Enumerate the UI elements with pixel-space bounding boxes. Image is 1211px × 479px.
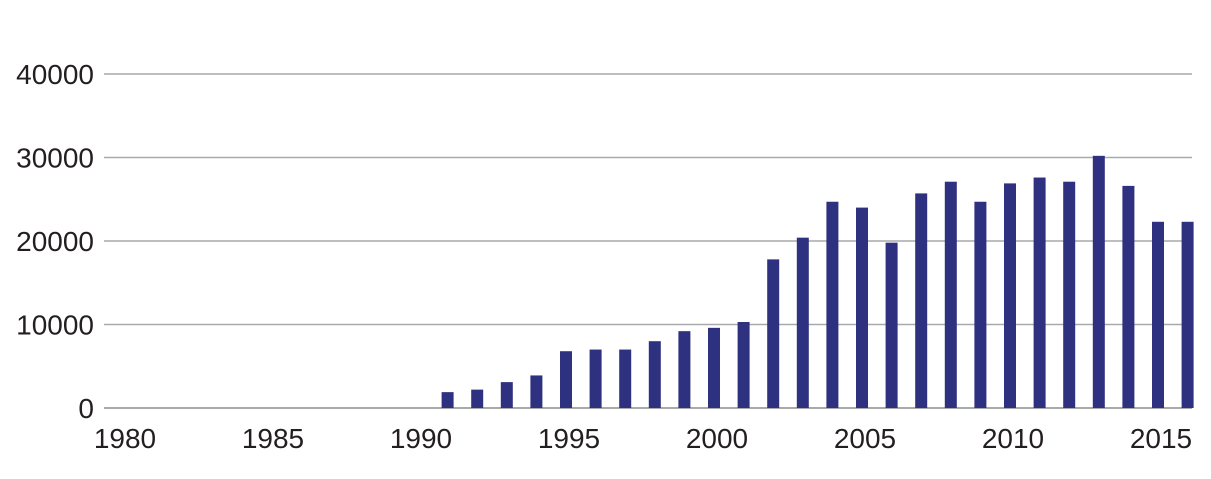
x-tick-label: 1990 (390, 423, 452, 454)
bar-2003 (796, 237, 809, 408)
bar-1996 (589, 349, 602, 408)
bars (441, 155, 1194, 408)
y-axis-tick-labels: 0 10000 20000 30000 40000 (16, 59, 94, 424)
x-tick-label: 1980 (94, 423, 156, 454)
bar-2006 (885, 242, 898, 408)
x-tick-label: 2015 (1130, 423, 1192, 454)
y-tick-label: 0 (78, 393, 94, 424)
bar-2011 (1033, 177, 1046, 408)
y-tick-label: 40000 (16, 59, 94, 90)
bar-1998 (648, 341, 661, 408)
bar-1994 (530, 375, 543, 408)
bar-2010 (1004, 183, 1016, 408)
bar-1993 (500, 382, 513, 408)
x-tick-label: 2000 (686, 423, 748, 454)
bar-2012 (1063, 181, 1076, 408)
bar-2008 (944, 181, 957, 408)
bar-2002 (767, 259, 780, 408)
bar-1997 (619, 349, 632, 408)
bar-2005 (856, 207, 868, 408)
bar-2007 (915, 193, 928, 408)
x-tick-label: 1995 (538, 423, 600, 454)
x-tick-label: 2005 (834, 423, 896, 454)
bar-1991 (441, 392, 454, 408)
bar-1995 (560, 351, 572, 408)
bar-2000 (708, 327, 720, 408)
bar-1999 (678, 331, 691, 408)
x-tick-label: 2010 (982, 423, 1044, 454)
bar-2004 (826, 201, 839, 408)
bar-2013 (1092, 155, 1105, 408)
y-tick-label: 20000 (16, 226, 94, 257)
x-axis-tick-labels: 1980 1985 1990 1995 2000 2005 2010 2015 (94, 423, 1192, 454)
y-tick-label: 30000 (16, 143, 94, 174)
x-tick-label: 1985 (242, 423, 304, 454)
bar-1992 (471, 389, 484, 408)
bar-2014 (1122, 185, 1135, 408)
gridlines (104, 73, 1192, 409)
bar-2016 (1181, 221, 1194, 408)
bar-2001 (737, 321, 750, 408)
bar-2009 (974, 201, 987, 408)
y-tick-label: 10000 (16, 310, 94, 341)
bar-2015 (1152, 221, 1164, 408)
